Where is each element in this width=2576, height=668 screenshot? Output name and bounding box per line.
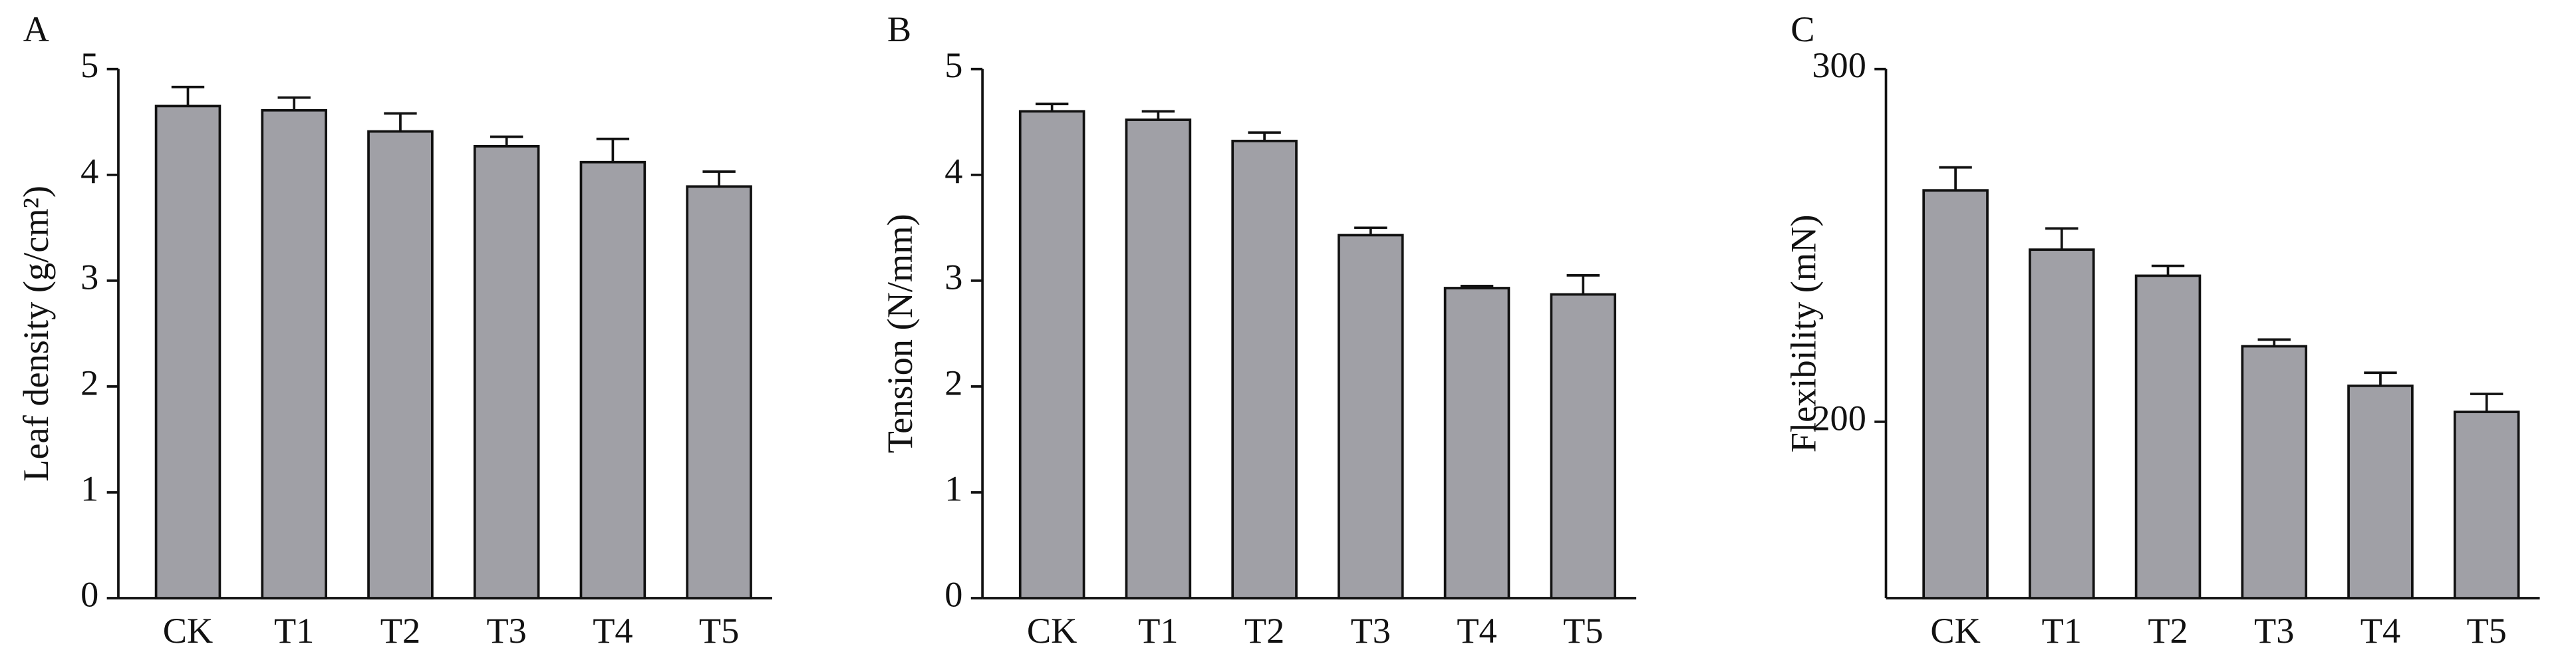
y-tick-label: 2 <box>944 363 962 403</box>
y-tick-label: 1 <box>80 468 98 508</box>
x-tick-label: T3 <box>1351 611 1391 651</box>
x-tick-label: T3 <box>2254 611 2294 651</box>
y-tick-label: 0 <box>944 574 962 614</box>
y-axis-label: Tension (N/mm) <box>880 214 920 453</box>
x-tick-label: CK <box>1027 611 1077 651</box>
y-tick-label: 2 <box>80 363 98 403</box>
y-tick-label: 5 <box>80 45 98 85</box>
x-tick-label: CK <box>163 611 213 651</box>
panel-label: B <box>887 9 911 49</box>
bar <box>2029 248 2095 599</box>
bar <box>1125 118 1192 599</box>
bar <box>1018 110 1085 599</box>
y-axis-label: Leaf density (g/cm²) <box>16 186 56 482</box>
bar <box>2347 384 2414 599</box>
x-tick-label: T2 <box>380 611 420 651</box>
y-tick-label: 5 <box>944 45 962 85</box>
x-tick-label: T1 <box>1138 611 1178 651</box>
bar <box>1550 293 1617 599</box>
bar <box>2453 411 2520 599</box>
bar <box>2241 345 2308 599</box>
bar <box>2134 274 2202 599</box>
y-tick-label: 3 <box>944 257 962 297</box>
bar <box>1338 234 1404 599</box>
bar <box>367 130 434 599</box>
bar <box>261 108 327 599</box>
x-tick-label: T4 <box>593 611 633 651</box>
x-tick-label: T5 <box>2466 611 2506 651</box>
bar <box>1231 140 1298 599</box>
y-tick-label: 0 <box>80 574 98 614</box>
bar <box>579 160 646 599</box>
x-tick-label: CK <box>1930 611 1980 651</box>
x-tick-label: T4 <box>2361 611 2400 651</box>
y-tick-label: 200 <box>1812 398 1866 438</box>
x-tick-label: T5 <box>1563 611 1603 651</box>
y-tick-label: 4 <box>80 151 98 191</box>
panel-label: A <box>23 9 49 49</box>
x-tick-label: T2 <box>2148 611 2188 651</box>
y-tick-label: 300 <box>1812 45 1866 85</box>
y-axis-label: Flexibility (mN) <box>1783 215 1823 453</box>
panel-label: C <box>1790 9 1814 49</box>
bar <box>154 104 221 599</box>
y-tick-label: 3 <box>80 257 98 297</box>
x-tick-label: T3 <box>486 611 526 651</box>
x-tick-label: T1 <box>274 611 314 651</box>
x-tick-label: T2 <box>1244 611 1284 651</box>
x-tick-label: T5 <box>699 611 739 651</box>
x-tick-label: T4 <box>1457 611 1497 651</box>
bar <box>473 144 540 599</box>
x-tick-label: T1 <box>2042 611 2082 651</box>
y-tick-label: 1 <box>944 468 962 508</box>
bar <box>686 185 752 599</box>
bar <box>1443 287 1510 599</box>
bar <box>1922 189 1989 599</box>
y-tick-label: 4 <box>944 151 962 191</box>
